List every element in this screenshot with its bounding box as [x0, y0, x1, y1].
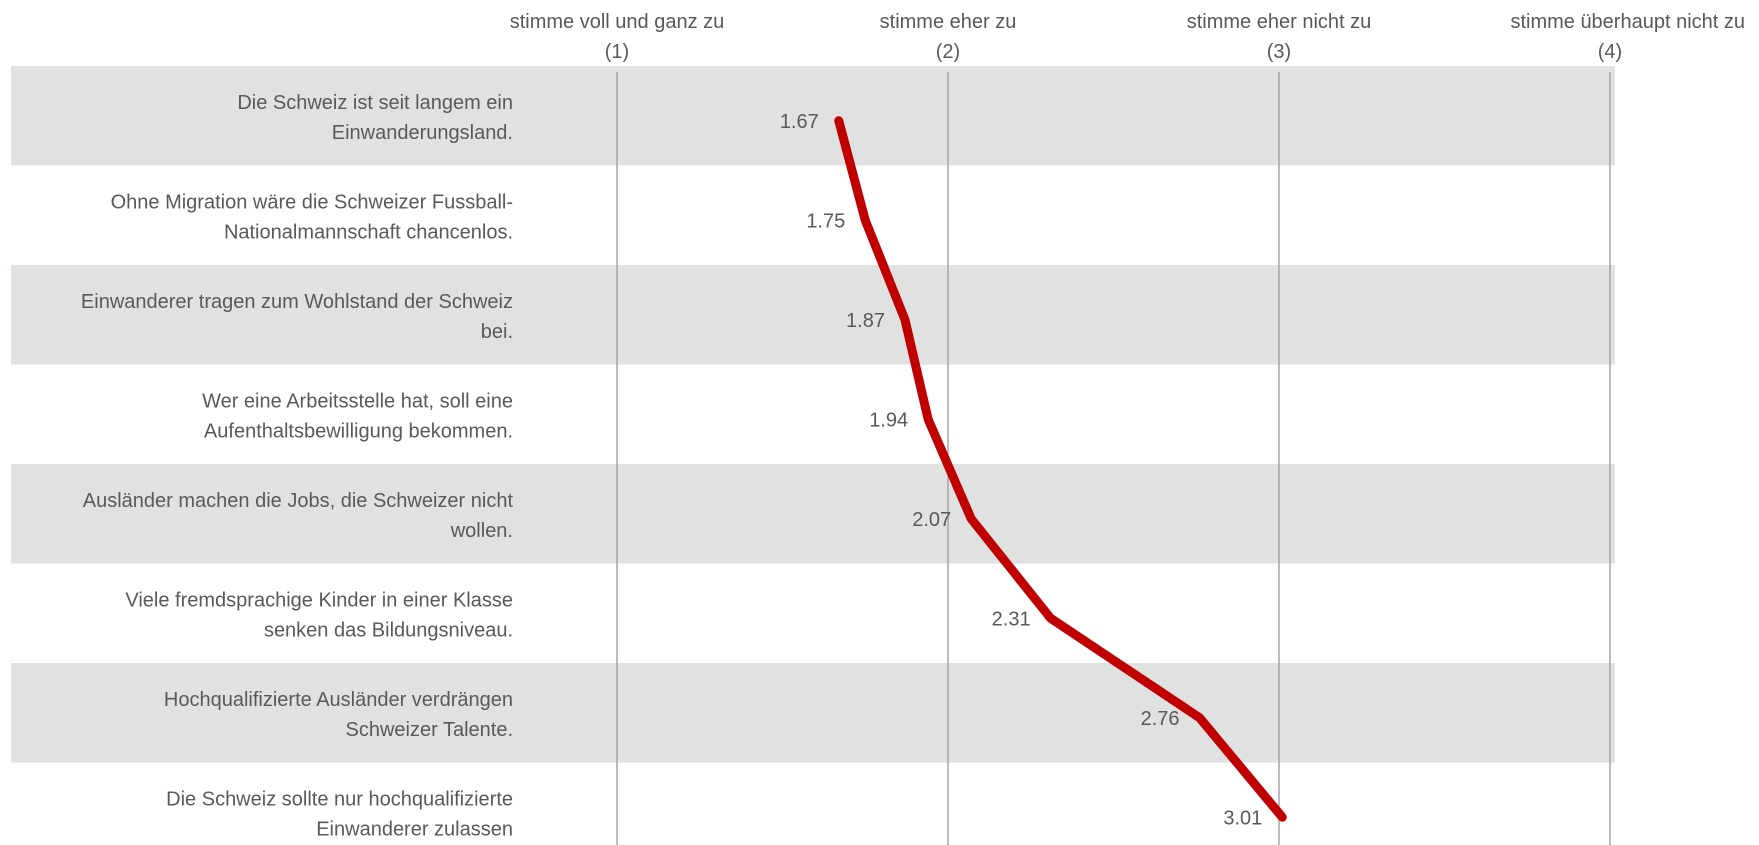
row-bands — [11, 66, 1615, 763]
x-tick-code: (2) — [936, 41, 960, 63]
category-label: bei. — [481, 321, 513, 343]
category-label: Aufenthaltsbewilligung bekommen. — [204, 420, 513, 442]
category-label: Viele fremdsprachige Kinder in einer Kla… — [125, 589, 513, 611]
row-labels: Die Schweiz ist seit langem ein Einwander… — [81, 92, 514, 841]
x-axis-labels: stimme voll und ganz zu (1) stimme eher zu… — [510, 11, 1745, 63]
x-tick-label: stimme eher nicht zu — [1187, 11, 1372, 33]
x-tick-label: stimme voll und ganz zu — [510, 11, 725, 33]
category-label: Einwanderungsland. — [332, 122, 513, 144]
row-band — [11, 663, 1615, 763]
series-line-group — [834, 116, 1287, 822]
x-tick-code: (3) — [1267, 41, 1291, 63]
data-label: 2.31 — [992, 608, 1031, 630]
x-tick-code: (1) — [605, 41, 629, 63]
data-label: 2.07 — [912, 509, 951, 531]
data-label: 1.87 — [846, 310, 885, 332]
data-label: 1.67 — [780, 111, 819, 133]
category-label: Hochqualifizierte Ausländer verdrängen — [164, 689, 513, 711]
category-label: Einwanderer zulassen — [316, 818, 513, 840]
data-label: 1.75 — [806, 210, 845, 232]
data-label: 2.76 — [1141, 708, 1180, 730]
value-labels: 1.67 1.75 1.87 1.94 2.07 2.31 2.76 3.01 — [780, 111, 1262, 830]
row-band — [11, 464, 1615, 564]
category-label: senken das Bildungsniveau. — [264, 619, 513, 641]
x-tick-code: (4) — [1598, 41, 1622, 63]
category-label: Nationalmannschaft chancenlos. — [224, 221, 513, 243]
category-label: Schweizer Talente. — [346, 719, 514, 741]
category-label: wollen. — [450, 520, 513, 542]
row-band — [11, 265, 1615, 365]
category-label: Ohne Migration wäre die Schweizer Fussba… — [111, 191, 513, 213]
data-label: 1.94 — [869, 409, 908, 431]
row-band — [11, 66, 1615, 166]
category-label: Ausländer machen die Jobs, die Schweizer… — [83, 490, 514, 512]
x-tick-label: stimme überhaupt nicht zu — [1510, 11, 1745, 33]
data-label: 3.01 — [1223, 807, 1262, 829]
category-label: Die Schweiz sollte nur hochqualifizierte — [166, 788, 513, 810]
x-tick-label: stimme eher zu — [880, 11, 1017, 33]
series-line — [834, 116, 1287, 822]
category-label: Einwanderer tragen zum Wohlstand der Sch… — [81, 291, 513, 313]
category-label: Die Schweiz ist seit langem ein — [237, 92, 513, 114]
category-label: Wer eine Arbeitsstelle hat, soll eine — [202, 390, 513, 412]
